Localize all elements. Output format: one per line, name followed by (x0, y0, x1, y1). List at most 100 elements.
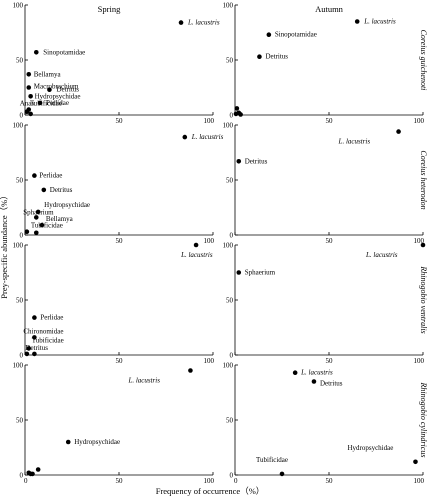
data-point (178, 20, 184, 25)
point-label: Macrobrachium (34, 83, 79, 91)
point-label: Detritus (320, 380, 343, 388)
panel-1-0: 0 50 100 50 100 L. lacustris Perlidae Detritus H… (13, 122, 224, 246)
x-tick-label: 50 (326, 357, 334, 365)
point-label: Sphaerium (23, 208, 54, 216)
data-point (266, 32, 272, 37)
point-label: L. lacustris (127, 377, 160, 385)
x-tick-label: 100 (204, 117, 215, 125)
species-label: Coreius heterodon (419, 150, 428, 209)
point-label: L. lacustris (300, 369, 333, 377)
x-axis-title: Frequency of occurrence（%） (156, 486, 265, 496)
data-point (35, 209, 41, 215)
point-label: L. lacustris (180, 251, 213, 259)
point-label: L. lacustris (338, 138, 371, 146)
y-tick-label: 50 (226, 417, 234, 425)
y-tick-label: 100 (13, 362, 24, 370)
panel-2-0: 0 50 100 50 100 L. lacustris Perlidae Chironomi… (13, 242, 215, 366)
data-point (354, 19, 360, 24)
data-point (33, 230, 39, 236)
point-label: Tubificidae (256, 456, 288, 464)
data-point (188, 368, 193, 373)
column-title-autumn: Autumn (315, 4, 344, 14)
data-point (257, 54, 262, 59)
point-label: Perlidae (46, 99, 69, 107)
species-label: Rhinogobio cylindricus (419, 382, 428, 458)
data-point (33, 50, 39, 55)
data-point (236, 270, 242, 275)
y-tick-label: 50 (16, 57, 24, 65)
x-tick-label: 50 (116, 117, 124, 125)
y-tick-label: 0 (230, 232, 234, 240)
x-tick-label: 100 (414, 237, 425, 245)
panel-2-1: 0 50 100 50 100 L. lacustris Sphaerium (223, 242, 426, 365)
point-label: Chironomidae (23, 327, 63, 335)
x-tick-label: 0 (24, 477, 28, 485)
point-label: Anax (20, 100, 36, 108)
x-tick-label: 50 (116, 357, 124, 365)
data-point (35, 467, 41, 472)
point-label: Hydropsychidae (44, 201, 90, 209)
data-point (396, 129, 401, 134)
panel-0-0: 0 50 100 50 100 L. lacustris Sinopotamidae Bell… (13, 2, 220, 126)
data-point (233, 111, 239, 117)
data-point (39, 222, 45, 228)
point-label: Bellamya (46, 215, 74, 223)
x-tick-label: 0 (234, 477, 238, 485)
data-point (47, 87, 52, 92)
data-point (26, 85, 32, 90)
point-label: Detritus (56, 86, 79, 94)
x-tick-label: 100 (414, 117, 425, 125)
panel-1-1: 0 50 100 50 100 L. lacustris Detritus (223, 122, 425, 246)
species-label: Rhinogobio ventralis (419, 265, 428, 333)
data-point (24, 351, 30, 357)
panel-3-1: 0 50 100 0 50 100 L. lacustris Detritus Hydropsy… (223, 362, 425, 486)
y-tick-label: 0 (20, 232, 24, 240)
x-tick-label: 50 (116, 477, 124, 485)
data-point (37, 100, 43, 106)
data-point (65, 439, 71, 445)
data-point (24, 109, 30, 114)
data-point (238, 112, 243, 117)
x-tick-label: 50 (326, 477, 334, 485)
data-point (28, 94, 33, 99)
y-tick-label: 100 (13, 242, 24, 250)
point-label: Sinopotamidae (275, 31, 317, 39)
y-tick-label: 0 (230, 472, 234, 480)
y-tick-label: 0 (230, 112, 234, 120)
y-tick-label: 50 (16, 297, 24, 305)
data-point (32, 315, 37, 320)
y-axis-title: Prey-specific abundance（%） (0, 191, 9, 298)
y-tick-label: 100 (13, 2, 24, 10)
point-label: Hydropsychidae (347, 444, 393, 452)
point-label: Perlidae (40, 314, 63, 322)
y-tick-label: 50 (226, 297, 234, 305)
point-label: Tubificidae (31, 222, 63, 230)
point-label: Sphaerium (245, 269, 276, 277)
data-point (193, 242, 199, 248)
point-label: L. lacustris (191, 133, 224, 141)
data-point (24, 229, 30, 234)
x-tick-label: 50 (326, 117, 334, 125)
panel-0-1: 0 50 100 50 100 L. lacustris Sinopotamidae Detr… (223, 2, 425, 126)
point-label: L. lacustris (365, 251, 398, 259)
point-label: Perlidae (39, 172, 62, 180)
y-tick-label: 50 (226, 177, 234, 185)
data-point (41, 187, 47, 193)
point-label: L. lacustris (363, 18, 396, 26)
point-label: Tubificidae (32, 336, 64, 344)
y-tick-label: 0 (20, 112, 24, 120)
x-tick-label: 100 (204, 237, 215, 245)
y-tick-label: 50 (16, 417, 24, 425)
y-tick-label: 0 (230, 352, 234, 360)
data-point (311, 379, 317, 384)
point-label: Hydropsychidae (74, 438, 120, 446)
data-point (420, 242, 426, 248)
species-label: Coreius guichenoti (419, 30, 428, 91)
y-tick-label: 100 (223, 242, 234, 250)
x-tick-label: 100 (204, 357, 215, 365)
data-point (234, 106, 240, 111)
data-point (33, 215, 39, 220)
panel-3-0: 0 50 100 0 50 100 L. lacustris Hydropsychidae (13, 362, 215, 486)
y-tick-label: 0 (20, 472, 24, 480)
